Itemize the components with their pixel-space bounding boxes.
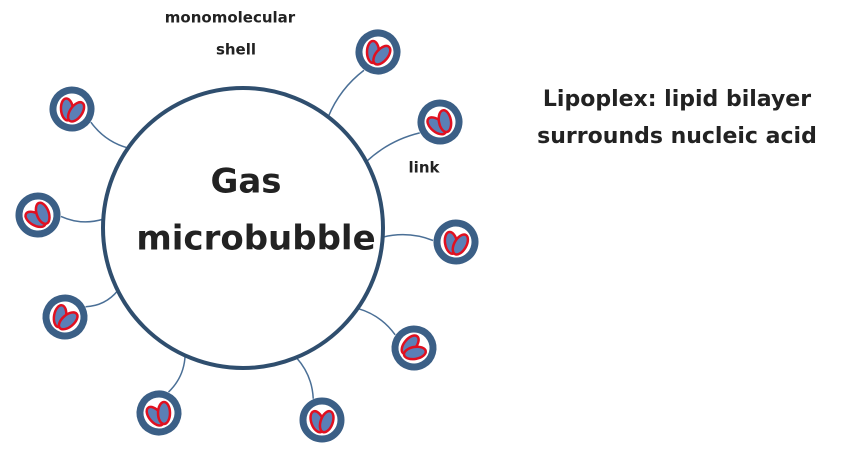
lipoplex <box>414 96 466 148</box>
link <box>358 308 396 334</box>
link <box>366 133 419 162</box>
link <box>328 70 364 117</box>
link <box>61 216 103 221</box>
lipoplex-label: Lipoplex: lipid bilayer <box>543 87 811 112</box>
lipoplex <box>39 291 91 343</box>
lipoplex <box>135 389 184 438</box>
lipoplex <box>49 86 96 133</box>
lipoplex <box>434 220 478 264</box>
nucleic-acid <box>158 402 170 424</box>
bubble-label: microbubble <box>136 219 375 259</box>
lipoplex <box>354 28 403 77</box>
lipoplex <box>11 188 65 242</box>
lipoplex <box>303 401 341 439</box>
shell-label: shell <box>216 41 256 59</box>
link <box>383 235 433 241</box>
shell-label: monomolecular <box>165 9 296 27</box>
bubble-label: Gas <box>210 162 281 202</box>
link <box>86 291 118 307</box>
lipoplex-label: surrounds nucleic acid <box>537 124 817 149</box>
link <box>91 122 128 148</box>
link <box>169 355 186 392</box>
lipoplex <box>388 322 440 374</box>
link-label: link <box>409 159 441 177</box>
diagram: monomolecular shell Gas microbubble link… <box>0 0 858 454</box>
link <box>296 357 313 398</box>
